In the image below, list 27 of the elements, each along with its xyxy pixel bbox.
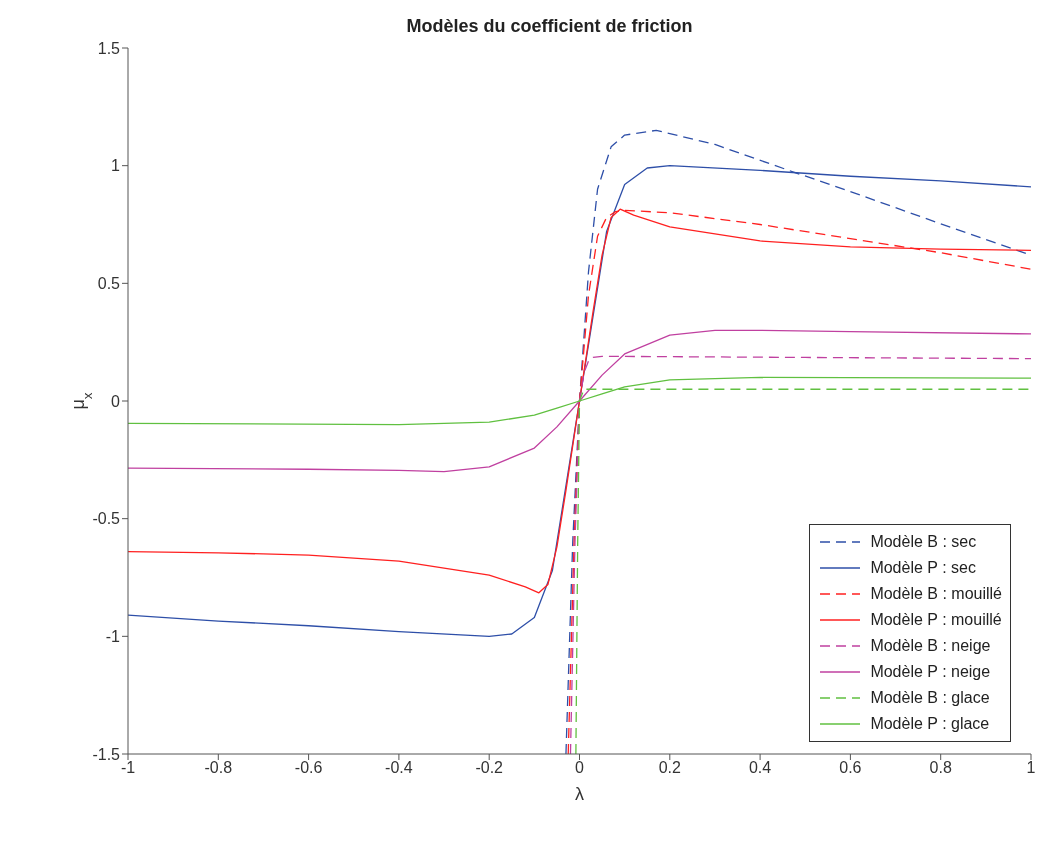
x-tick-label: 0.4: [748, 759, 772, 777]
x-tick-label: 0: [575, 759, 585, 777]
chart-title: Modèles du coefficient de friction: [406, 16, 693, 36]
y-tick-label: 1.5: [97, 39, 121, 57]
x-tick-label: 1: [1026, 759, 1036, 777]
y-tick-label: -0.5: [92, 510, 121, 528]
x-tick-label: 0.2: [658, 759, 682, 777]
y-tick-label: 0: [111, 392, 121, 410]
legend-label: Modèle B : mouillé: [870, 585, 1002, 603]
x-tick-label: -0.8: [204, 759, 233, 777]
y-tick-label: -1.5: [92, 745, 121, 763]
x-tick-label: -0.4: [385, 759, 413, 777]
legend-label: Modèle B : neige: [870, 637, 991, 655]
y-tick-label: 0.5: [97, 275, 121, 293]
x-tick-label: -0.6: [294, 759, 323, 777]
x-tick-label: -0.2: [475, 759, 504, 777]
y-tick-label: 1: [111, 157, 121, 175]
legend-label: Modèle P : mouillé: [870, 611, 1002, 629]
x-tick-label: 0.6: [839, 759, 862, 777]
x-tick-label: 0.8: [929, 759, 952, 777]
legend-label: Modèle P : glace: [870, 715, 990, 733]
y-tick-label: -1: [105, 628, 121, 646]
x-axis-title: λ: [575, 784, 584, 804]
legend-label: Modèle P : sec: [870, 559, 976, 577]
legend-label: Modèle B : glace: [870, 689, 990, 707]
legend-label: Modèle P : neige: [870, 663, 991, 681]
legend-label: Modèle B : sec: [870, 533, 977, 551]
